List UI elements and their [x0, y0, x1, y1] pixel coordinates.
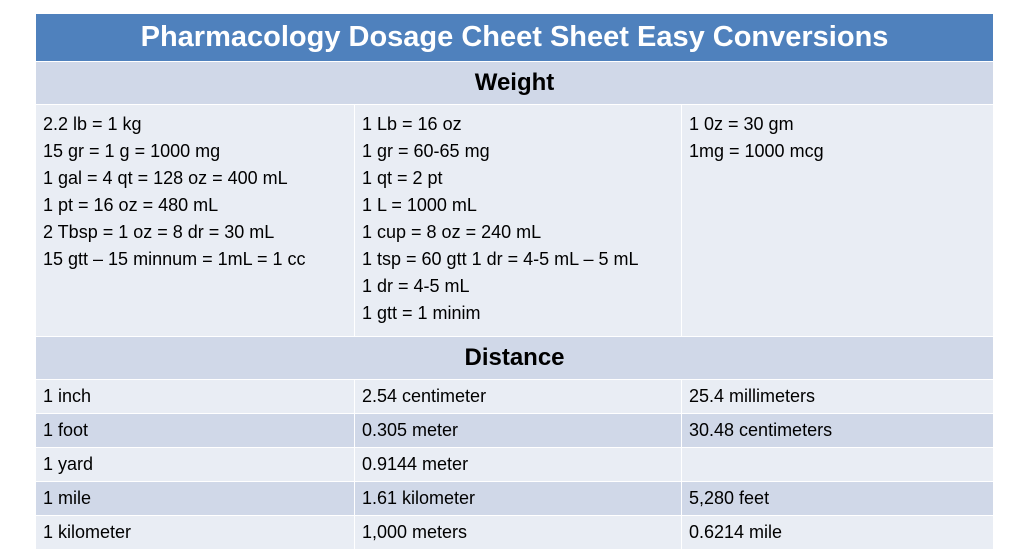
weight-line: 1 0z = 30 gm: [689, 114, 794, 134]
weight-column-2: 1 Lb = 16 oz 1 gr = 60-65 mg 1 qt = 2 pt…: [354, 104, 682, 337]
distance-cell: 1 kilometer: [35, 515, 355, 550]
distance-cell: 5,280 feet: [680, 481, 995, 516]
distance-cell: 1 inch: [35, 379, 355, 414]
weight-line: 15 gr = 1 g = 1000 mg: [43, 141, 221, 161]
distance-row: 1 inch 2.54 centimeter 25.4 millimeters: [35, 379, 995, 414]
weight-line: 1 qt = 2 pt: [362, 168, 443, 188]
weight-line: 1 dr = 4-5 mL: [362, 276, 470, 296]
weight-heading: Weight: [34, 61, 995, 105]
weight-line: 1 pt = 16 oz = 480 mL: [43, 195, 219, 215]
weight-line: 1 gr = 60-65 mg: [362, 141, 490, 161]
weight-heading-row: Weight: [34, 61, 995, 105]
weight-column-3: 1 0z = 30 gm 1mg = 1000 mcg: [680, 104, 995, 337]
weight-line: 15 gtt – 15 minnum = 1mL = 1 cc: [43, 249, 306, 269]
weight-column-1: 2.2 lb = 1 kg 15 gr = 1 g = 1000 mg 1 ga…: [35, 104, 355, 337]
distance-row: 1 kilometer 1,000 meters 0.6214 mile: [35, 515, 995, 550]
weight-line: 1 Lb = 16 oz: [362, 114, 462, 134]
title-row: Pharmacology Dosage Cheet Sheet Easy Con…: [34, 13, 995, 62]
distance-cell: 0.6214 mile: [680, 515, 995, 550]
weight-line: 1 gtt = 1 minim: [362, 303, 481, 323]
weight-line: 2.2 lb = 1 kg: [43, 114, 142, 134]
weight-line: 1 cup = 8 oz = 240 mL: [362, 222, 542, 242]
distance-cell: 0.9144 meter: [354, 447, 682, 482]
distance-cell: 1 yard: [35, 447, 355, 482]
distance-cell: 1,000 meters: [354, 515, 682, 550]
distance-heading: Distance: [34, 336, 995, 380]
distance-cell: 2.54 centimeter: [354, 379, 682, 414]
distance-cell: 1.61 kilometer: [354, 481, 682, 516]
weight-line: 2 Tbsp = 1 oz = 8 dr = 30 mL: [43, 222, 275, 242]
weight-line: 1 gal = 4 qt = 128 oz = 400 mL: [43, 168, 288, 188]
distance-heading-row: Distance: [34, 336, 995, 380]
distance-cell: 1 mile: [35, 481, 355, 516]
distance-row: 1 foot 0.305 meter 30.48 centimeters: [35, 413, 995, 448]
weight-line: 1 L = 1000 mL: [362, 195, 477, 215]
distance-cell: 0.305 meter: [354, 413, 682, 448]
distance-cell: [680, 447, 995, 482]
distance-cell: 1 foot: [35, 413, 355, 448]
distance-cell: 30.48 centimeters: [680, 413, 995, 448]
weight-line: 1 tsp = 60 gtt 1 dr = 4-5 mL – 5 mL: [362, 249, 639, 269]
page-title: Pharmacology Dosage Cheet Sheet Easy Con…: [34, 13, 995, 62]
conversion-table: Pharmacology Dosage Cheet Sheet Easy Con…: [34, 13, 995, 550]
distance-cell: 25.4 millimeters: [680, 379, 995, 414]
distance-row: 1 yard 0.9144 meter: [35, 447, 995, 482]
weight-content-row: 2.2 lb = 1 kg 15 gr = 1 g = 1000 mg 1 ga…: [35, 104, 995, 337]
weight-line: 1mg = 1000 mcg: [689, 141, 824, 161]
distance-row: 1 mile 1.61 kilometer 5,280 feet: [35, 481, 995, 516]
